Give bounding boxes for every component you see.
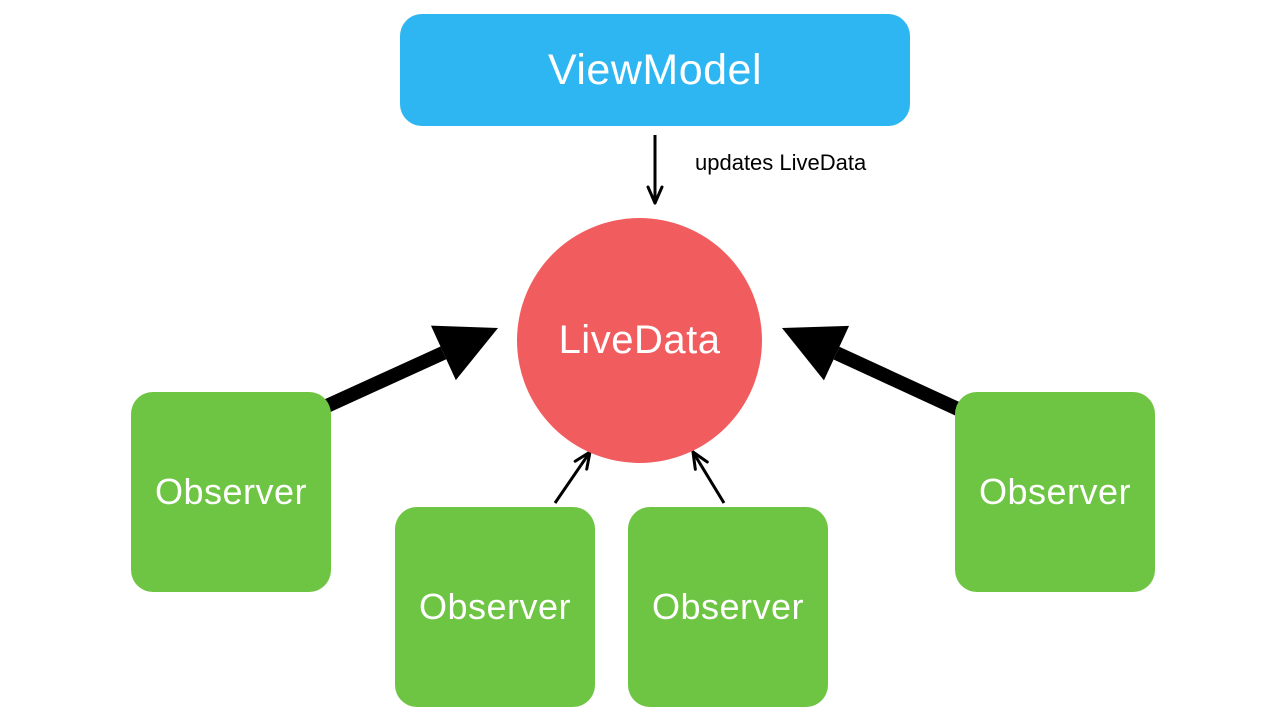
arrow-vm_to_ld bbox=[648, 135, 662, 203]
node-label: ViewModel bbox=[548, 46, 762, 95]
node-observer4: Observer bbox=[955, 392, 1155, 592]
node-observer2: Observer bbox=[395, 507, 595, 707]
node-observer3: Observer bbox=[628, 507, 828, 707]
node-observer1: Observer bbox=[131, 392, 331, 592]
arrow-obs4_to_ld bbox=[782, 326, 960, 410]
edge-label-updates-livedata: updates LiveData bbox=[695, 150, 866, 176]
node-label: Observer bbox=[979, 471, 1131, 513]
node-label: LiveData bbox=[559, 318, 721, 363]
arrow-obs1_to_ld bbox=[318, 326, 498, 410]
arrow-obs3_to_ld bbox=[693, 452, 724, 503]
node-viewmodel: ViewModel bbox=[400, 14, 910, 126]
node-label: Observer bbox=[419, 586, 571, 628]
node-label: Observer bbox=[155, 471, 307, 513]
node-livedata: LiveData bbox=[517, 218, 762, 463]
arrow-obs2_to_ld bbox=[555, 452, 590, 503]
node-label: Observer bbox=[652, 586, 804, 628]
